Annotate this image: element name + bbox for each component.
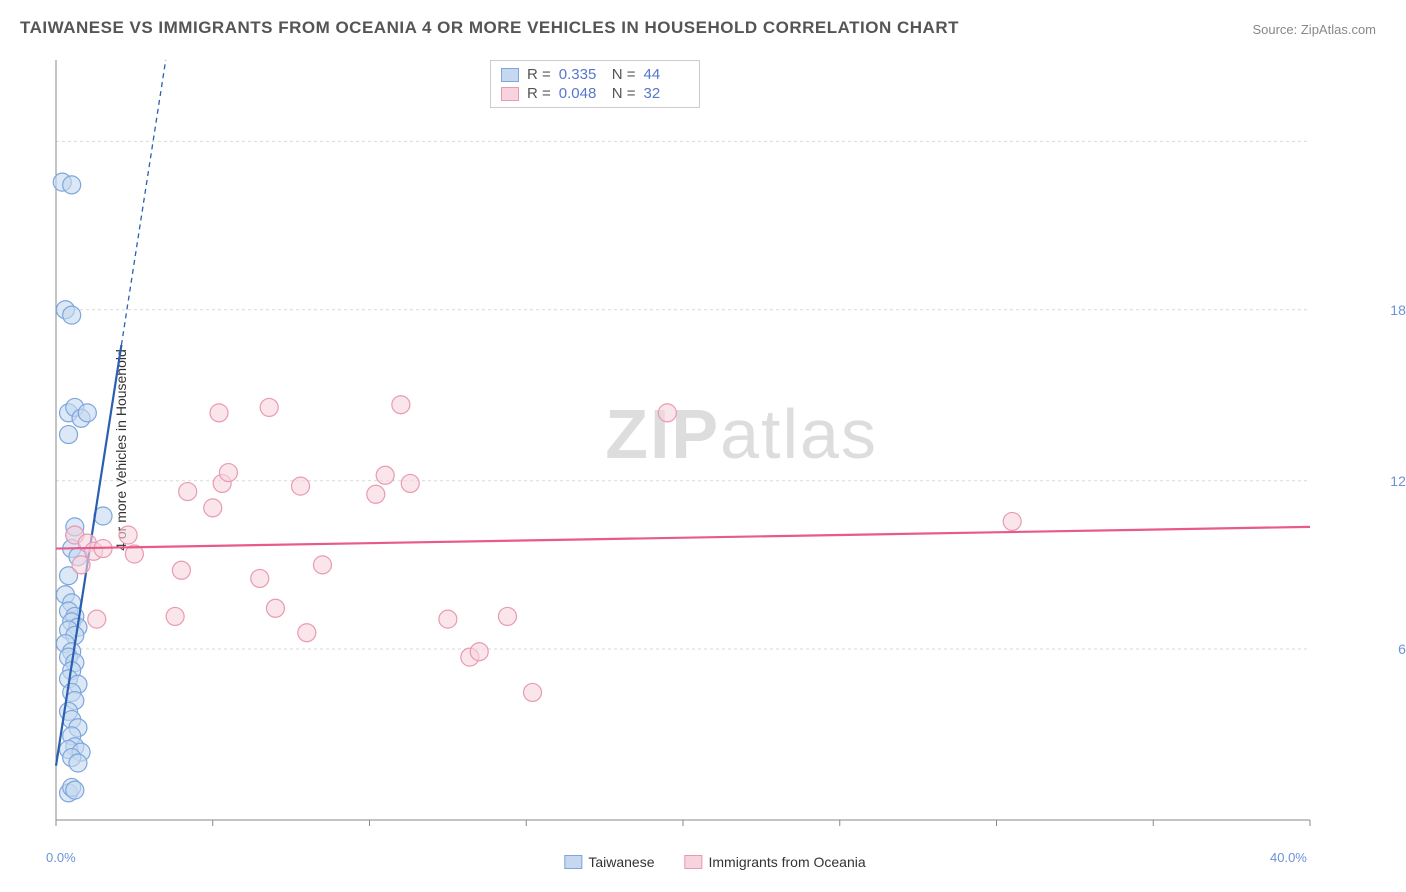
n-value-taiwanese: 44 <box>644 66 689 83</box>
n-label: N = <box>612 66 636 83</box>
legend-label-taiwanese: Taiwanese <box>588 854 654 870</box>
n-label: N = <box>612 85 636 102</box>
r-value-oceania: 0.048 <box>559 85 604 102</box>
source-label: Source: ZipAtlas.com <box>1252 22 1376 37</box>
x-tick-label: 40.0% <box>1270 850 1307 865</box>
chart-title: TAIWANESE VS IMMIGRANTS FROM OCEANIA 4 O… <box>20 18 959 38</box>
r-label: R = <box>527 85 551 102</box>
legend-label-oceania: Immigrants from Oceania <box>708 854 865 870</box>
stats-row-oceania: R = 0.048 N = 32 <box>501 84 689 103</box>
y-tick-label: 18.8% <box>1390 302 1406 318</box>
r-label: R = <box>527 66 551 83</box>
bottom-legend: Taiwanese Immigrants from Oceania <box>564 854 865 870</box>
chart-area: 4 or more Vehicles in Household ZIPatlas… <box>50 55 1380 845</box>
n-value-oceania: 32 <box>644 85 689 102</box>
scatter-plot <box>50 55 1380 845</box>
swatch-oceania <box>684 855 702 869</box>
legend-item-oceania: Immigrants from Oceania <box>684 854 865 870</box>
y-tick-label: 12.5% <box>1390 473 1406 489</box>
x-tick-label: 0.0% <box>46 850 76 865</box>
r-value-taiwanese: 0.335 <box>559 66 604 83</box>
swatch-taiwanese <box>564 855 582 869</box>
y-tick-label: 6.3% <box>1398 641 1406 657</box>
swatch-oceania <box>501 87 519 101</box>
legend-item-taiwanese: Taiwanese <box>564 854 654 870</box>
stats-legend: R = 0.335 N = 44 R = 0.048 N = 32 <box>490 60 700 108</box>
stats-row-taiwanese: R = 0.335 N = 44 <box>501 65 689 84</box>
swatch-taiwanese <box>501 68 519 82</box>
